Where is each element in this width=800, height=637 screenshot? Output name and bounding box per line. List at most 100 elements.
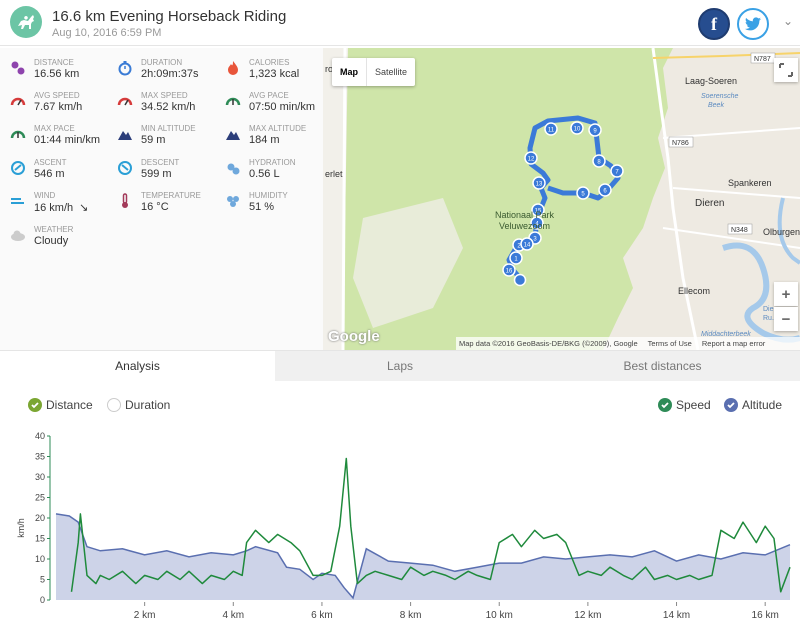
- toggle-speed[interactable]: Speed: [658, 397, 711, 413]
- km-marker[interactable]: 14: [520, 237, 534, 251]
- zoom-in-button[interactable]: +: [774, 282, 798, 306]
- km-marker[interactable]: 11: [544, 122, 558, 136]
- stat-value-text: Cloudy: [34, 235, 69, 247]
- stat-value-text: 1,323 kcal: [249, 68, 300, 80]
- km-marker[interactable]: 9: [588, 123, 602, 137]
- place-label: Dieren: [695, 198, 724, 209]
- stat-min-altitude: MIN ALTITUDE 59 m: [107, 124, 215, 154]
- stat-value: 0.56 L: [249, 168, 280, 180]
- stat-value-text: 7.67 km/h: [34, 101, 83, 113]
- toggle-altitude[interactable]: Altitude: [724, 397, 782, 413]
- report-error-link[interactable]: Report a map error: [701, 339, 766, 348]
- stat-avg-pace: AVG PACE 07:50 min/km: [215, 91, 323, 121]
- park-label: Nationaal Park: [495, 210, 555, 220]
- water-drops-icon: [225, 160, 241, 176]
- tab-best-distances[interactable]: Best distances: [623, 359, 702, 373]
- speed-altitude-chart[interactable]: 0 5 10 15 20 25 30 35 40 2 km 4 km 6 km 8 km 10 km 12 …: [0, 420, 800, 637]
- activity-date: Aug 10, 2016 6:59 PM: [52, 27, 162, 39]
- facebook-icon: f: [711, 13, 717, 34]
- road-label: N786: [672, 140, 689, 147]
- stat-temperature: TEMPERATURE 16 °C: [107, 191, 215, 221]
- stat-value: 1,323 kcal: [249, 68, 299, 80]
- facebook-share-button[interactable]: f: [698, 8, 730, 40]
- y-tick-label: 0: [40, 595, 45, 605]
- stat-label: ASCENT: [34, 158, 67, 167]
- km-marker[interactable]: 16: [502, 263, 516, 277]
- tab-laps[interactable]: Laps: [386, 359, 414, 373]
- place-label: Middachterbeek: [701, 331, 751, 338]
- pace-gauge-icon: [225, 93, 241, 109]
- twitter-share-button[interactable]: [737, 8, 769, 40]
- stat-label: MIN ALTITUDE: [141, 124, 196, 133]
- km-marker[interactable]: 8: [592, 154, 606, 168]
- stat-value: 7.67 km/h: [34, 101, 82, 113]
- stat-max-pace: MAX PACE 01:44 min/km: [0, 124, 108, 154]
- x-tick-label: 8 km: [400, 610, 422, 621]
- stat-value: 184 m: [249, 134, 280, 146]
- zoom-out-button[interactable]: −: [774, 307, 798, 331]
- stat-value-text: 599 m: [141, 168, 172, 180]
- cloud-icon: [10, 227, 26, 243]
- x-tick-label: 16 km: [752, 610, 779, 621]
- stat-label: MAX SPEED: [141, 91, 188, 100]
- place-label: Ellecom: [678, 286, 710, 296]
- stat-value-text: 59 m: [141, 134, 166, 146]
- stat-value-text: 16 °C: [141, 201, 169, 213]
- y-tick-label: 20: [35, 513, 45, 523]
- km-marker[interactable]: 5: [576, 186, 590, 200]
- ascent-icon: [10, 160, 26, 176]
- google-logo: Google: [328, 328, 380, 345]
- x-tick-label: 14 km: [663, 610, 690, 621]
- terms-link[interactable]: Terms of Use: [647, 339, 692, 348]
- km-marker[interactable]: 1: [509, 251, 523, 265]
- km-marker[interactable]: 6: [598, 183, 612, 197]
- stat-weather: WEATHER Cloudy: [0, 225, 108, 255]
- stat-value-text: 0.56 L: [249, 168, 280, 180]
- stat-value: 546 m: [34, 168, 65, 180]
- stat-label: MAX ALTITUDE: [249, 124, 307, 133]
- wind-direction-icon: ↘: [79, 202, 89, 214]
- km-marker-label: 1: [514, 257, 518, 263]
- stat-value: 16.56 km: [34, 68, 79, 80]
- place-label: Dieren: [763, 306, 784, 313]
- toggle-speed-label: Speed: [676, 398, 711, 412]
- stat-humidity: HUMIDITY 51 %: [215, 191, 323, 221]
- y-tick-label: 35: [35, 452, 45, 462]
- tab-analysis[interactable]: Analysis: [0, 351, 275, 382]
- stat-value-text: 16.56 km: [34, 68, 80, 80]
- chevron-down-icon[interactable]: ⌄: [783, 14, 794, 28]
- place-label: erlet: [325, 169, 343, 179]
- y-tick-label: 40: [35, 431, 45, 441]
- check-icon: [28, 398, 42, 412]
- map-type-satellite-button[interactable]: Satellite: [366, 58, 415, 86]
- place-label: Olburgen: [763, 227, 800, 237]
- stat-label: DESCENT: [141, 158, 180, 167]
- altitude-area: [56, 513, 790, 600]
- stat-value: 01:44 min/km: [34, 134, 100, 146]
- km-marker[interactable]: 15: [531, 203, 545, 217]
- km-marker-label: 13: [536, 182, 543, 188]
- km-marker[interactable]: 12: [524, 151, 538, 165]
- toggle-duration[interactable]: Duration: [107, 397, 170, 413]
- km-marker[interactable]: 13: [532, 176, 546, 190]
- km-marker[interactable]: 10: [570, 121, 584, 135]
- stat-max-altitude: MAX ALTITUDE 184 m: [215, 124, 323, 154]
- stat-value: 51 %: [249, 201, 274, 213]
- place-label: Ru...: [763, 315, 778, 322]
- fullscreen-icon: [779, 63, 793, 77]
- stat-max-speed: MAX SPEED 34.52 km/h: [107, 91, 215, 121]
- toggle-distance[interactable]: Distance: [28, 397, 93, 413]
- km-marker-label: 10: [574, 127, 581, 133]
- fullscreen-button[interactable]: [774, 58, 798, 82]
- map-type-map-button[interactable]: Map: [340, 67, 358, 77]
- mountain-icon: [117, 126, 133, 142]
- stat-value-text: 51 %: [249, 201, 275, 213]
- y-tick-label: 30: [35, 472, 45, 482]
- place-label: Spankeren: [728, 178, 772, 188]
- km-marker[interactable]: 7: [610, 164, 624, 178]
- route-map[interactable]: 1 2 3 4 5 6 7 8 9 10 11 12 13 14 15 16 Nationaal Park V…: [323, 48, 800, 350]
- stat-value: 59 m: [141, 134, 165, 146]
- km-marker[interactable]: 4: [530, 216, 544, 230]
- start-pin-icon[interactable]: [513, 273, 527, 287]
